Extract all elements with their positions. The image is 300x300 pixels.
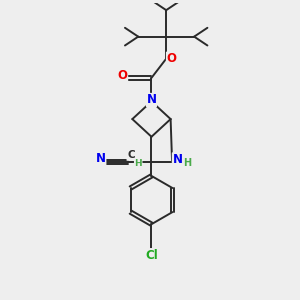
Text: Cl: Cl	[145, 249, 158, 262]
Text: N: N	[172, 153, 182, 166]
Text: C: C	[127, 150, 135, 160]
Text: H: H	[134, 159, 142, 168]
Text: N: N	[146, 93, 157, 106]
Text: H: H	[183, 158, 191, 168]
Text: O: O	[167, 52, 176, 65]
Text: O: O	[118, 69, 128, 82]
Text: N: N	[96, 152, 106, 165]
